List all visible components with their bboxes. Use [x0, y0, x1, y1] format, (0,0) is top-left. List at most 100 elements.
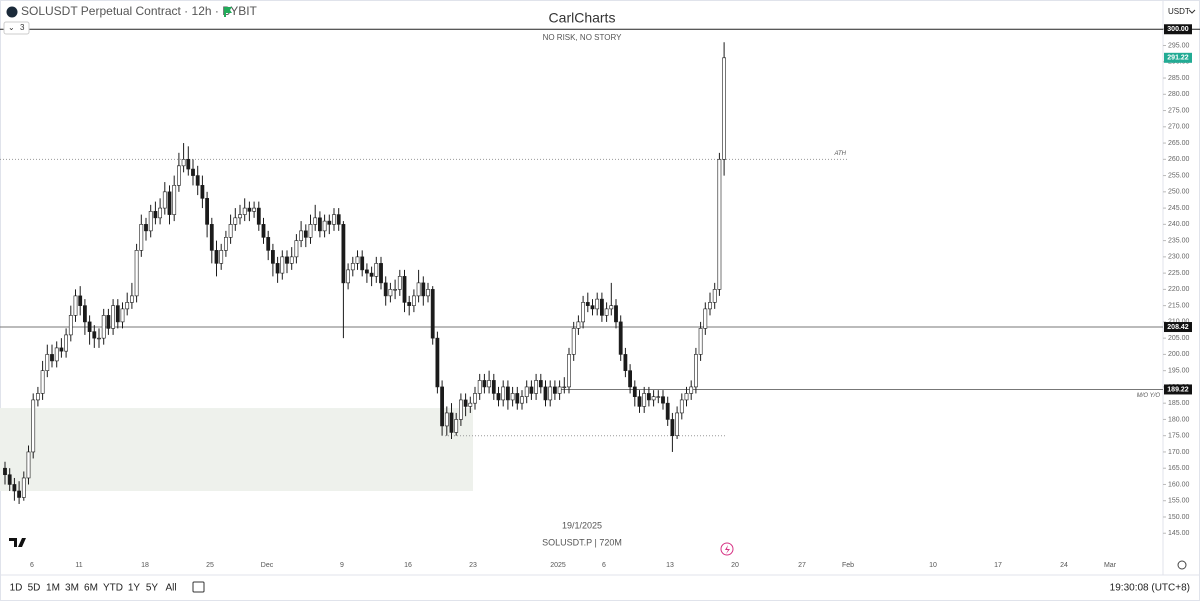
y-tick-label: 295.00	[1168, 42, 1190, 49]
y-tick-label: 155.00	[1168, 498, 1190, 505]
candle-body	[449, 412, 454, 433]
candle-body	[186, 159, 191, 170]
candle-body	[562, 386, 567, 389]
level-label-bg	[1164, 322, 1192, 333]
candle-body	[242, 207, 247, 215]
candle-body	[266, 237, 271, 251]
candle-body	[543, 386, 548, 401]
chart-subtitle: NO RISK, NO STORY	[543, 33, 622, 42]
candle-body	[534, 380, 539, 394]
x-tick-label: 27	[798, 562, 806, 569]
candle-body	[125, 302, 130, 310]
range-button[interactable]: 1Y	[128, 583, 141, 594]
candle-body	[167, 191, 172, 215]
candle-body	[148, 211, 153, 232]
candle-body	[383, 282, 388, 297]
candle-body	[261, 224, 266, 238]
y-tick-label: 180.00	[1168, 416, 1190, 423]
x-tick-label: 24	[1060, 562, 1068, 569]
symbol-icon	[6, 6, 18, 18]
candle-body	[487, 380, 492, 388]
y-tick-label: 255.00	[1168, 172, 1190, 179]
candle-body	[195, 175, 200, 186]
y-tick-label: 150.00	[1168, 514, 1190, 521]
candle-body	[144, 224, 148, 232]
y-tick-label: 160.00	[1168, 481, 1190, 488]
candle-body	[435, 337, 440, 388]
candle-body	[585, 302, 590, 306]
candle-body	[505, 386, 510, 401]
range-button[interactable]: All	[165, 583, 176, 594]
candle-body	[402, 276, 407, 303]
candle-body	[576, 321, 581, 329]
candle-body	[50, 354, 54, 362]
x-tick-label: 6	[602, 562, 606, 569]
settings-icon[interactable]	[1177, 560, 1187, 570]
candle-body	[214, 250, 219, 264]
y-tick-label: 235.00	[1168, 237, 1190, 244]
watermark-date: 19/1/2025	[562, 520, 602, 530]
candle-body	[31, 399, 36, 453]
candle-body	[134, 250, 139, 297]
y-tick-label: 165.00	[1168, 465, 1190, 472]
candle-body	[689, 386, 694, 394]
candle-body	[651, 396, 656, 401]
x-tick-label: 2025	[550, 562, 566, 569]
candle-body	[473, 393, 477, 404]
candle-body	[247, 207, 252, 212]
symbol-title: SOLUSDT Perpetual Contract · 12h · BYBIT	[21, 4, 258, 18]
x-tick-label: 23	[469, 562, 477, 569]
range-button[interactable]: 6M	[84, 583, 98, 594]
candle-body	[115, 305, 120, 323]
candle-body	[181, 159, 186, 167]
candle-body	[684, 393, 689, 401]
range-button[interactable]: YTD	[103, 583, 123, 594]
date-range-icon[interactable]	[192, 581, 205, 593]
candle-body	[637, 396, 642, 407]
candle-body	[501, 386, 506, 401]
range-button[interactable]: 1M	[46, 583, 60, 594]
candle-body	[59, 347, 64, 352]
candle-body	[350, 263, 355, 271]
candle-body	[26, 451, 31, 479]
candle-body	[139, 224, 144, 251]
candle-body	[355, 256, 360, 264]
candle-body	[468, 402, 473, 407]
candle-body	[177, 165, 181, 186]
last-price-bg	[1164, 52, 1192, 63]
y-tick-label: 225.00	[1168, 270, 1190, 277]
candle-body	[379, 263, 383, 284]
candle-body	[538, 380, 543, 388]
candle-body	[444, 412, 449, 427]
chart-title: CarlCharts	[549, 10, 616, 26]
y-tick-label: 215.00	[1168, 302, 1190, 309]
candle-body	[708, 302, 712, 310]
candle-body	[646, 393, 651, 401]
collapse-button[interactable]	[3, 21, 30, 35]
candle-body	[642, 393, 647, 407]
currency[interactable]: USDT	[1168, 7, 1190, 16]
candle-body	[388, 289, 393, 297]
y-tick-label: 185.00	[1168, 400, 1190, 407]
range-button[interactable]: 5D	[28, 583, 41, 594]
range-button[interactable]: 3M	[65, 583, 79, 594]
x-tick-label: 17	[994, 562, 1002, 569]
candle-body	[407, 302, 412, 306]
candle-body	[40, 370, 45, 394]
candle-body	[369, 272, 374, 277]
last-price-label: 291.22	[1167, 55, 1189, 62]
x-tick-label: Mar	[1104, 562, 1117, 569]
candle-body	[698, 328, 703, 355]
range-button[interactable]: 5Y	[146, 583, 159, 594]
level-label: 300.00	[1167, 26, 1189, 33]
candle-body	[7, 474, 12, 485]
candle-body	[12, 484, 17, 492]
alert-icon[interactable]	[720, 542, 734, 556]
flag-icon	[224, 7, 232, 17]
x-tick-label: Feb	[842, 562, 854, 569]
range-button[interactable]: 1D	[10, 583, 23, 594]
y-tick-label: 275.00	[1168, 107, 1190, 114]
y-tick-label: 230.00	[1168, 254, 1190, 261]
candle-body	[68, 315, 73, 336]
